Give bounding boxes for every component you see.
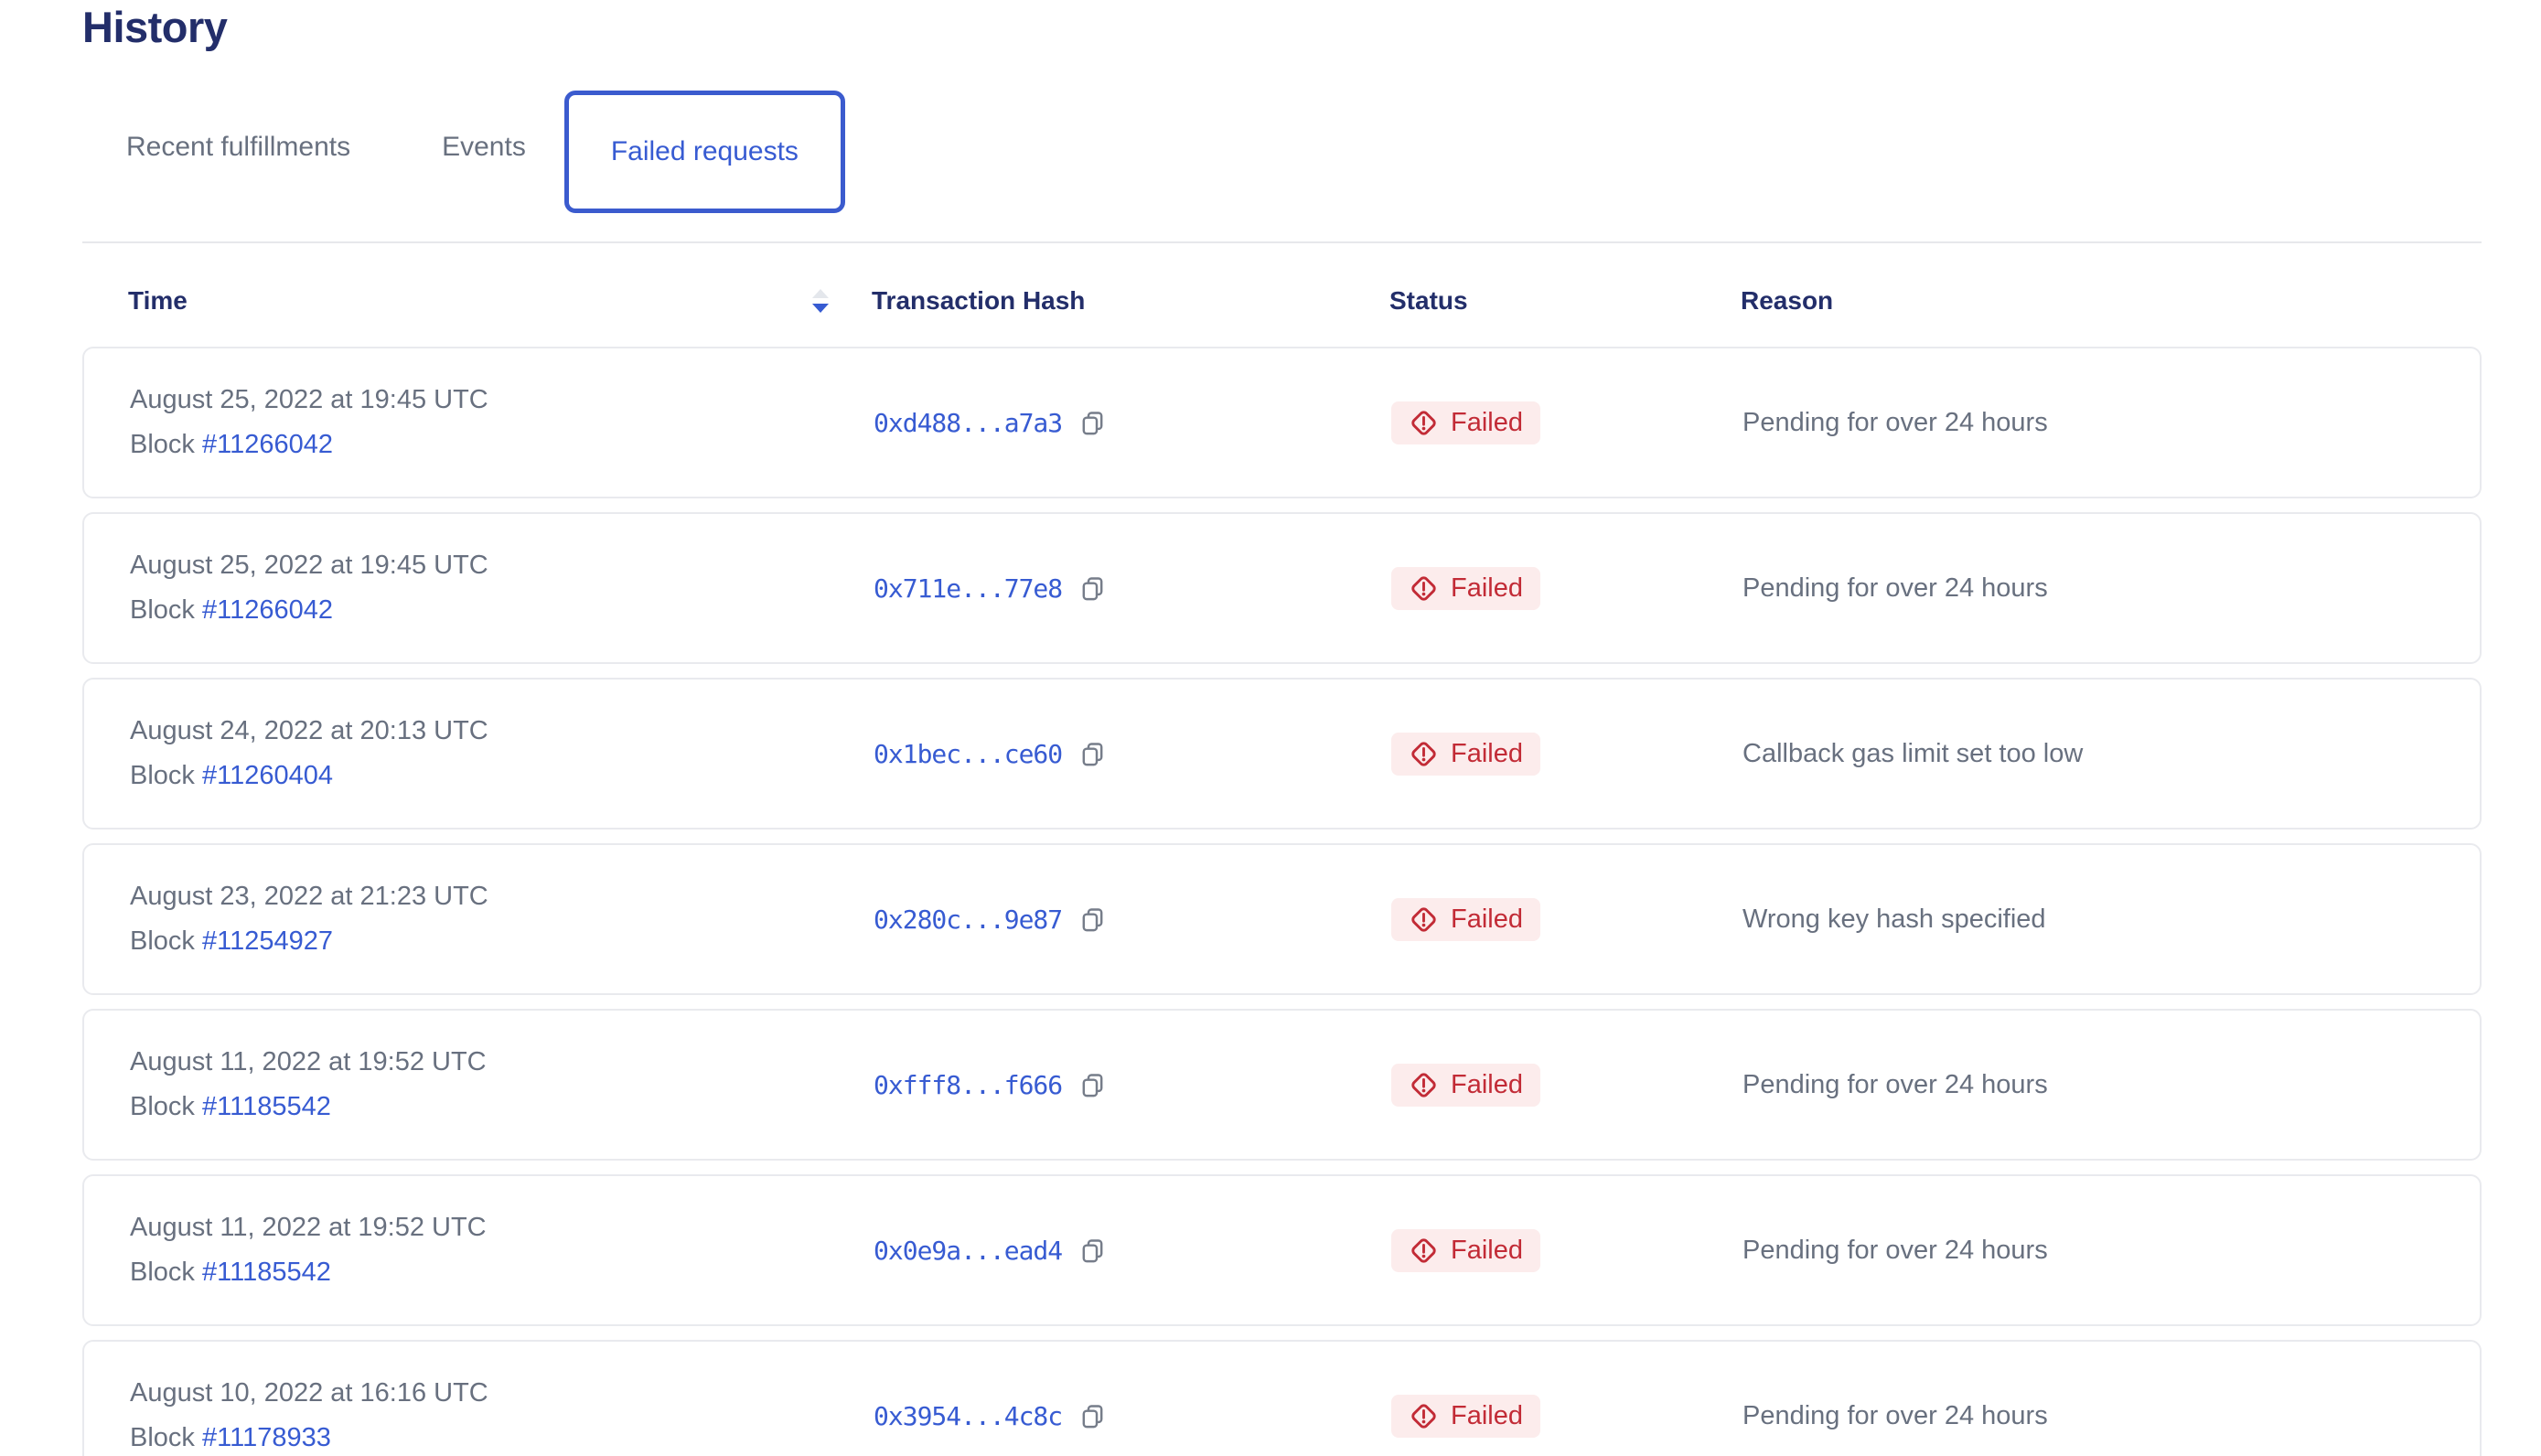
column-header-time[interactable]: Time: [128, 286, 188, 315]
block-label: Block: [130, 1258, 202, 1287]
block-number-link[interactable]: #11254927: [201, 926, 333, 956]
transaction-hash-link[interactable]: 0x711e...77e8: [874, 573, 1063, 604]
row-time: August 11, 2022 at 19:52 UTC: [130, 1213, 487, 1242]
row-time: August 23, 2022 at 21:23 UTC: [130, 882, 488, 911]
copy-icon[interactable]: [1078, 1071, 1107, 1099]
block-number-link[interactable]: #11185542: [201, 1258, 331, 1287]
status-label: Failed: [1451, 1235, 1523, 1265]
status-badge: Failed: [1391, 732, 1540, 776]
status-label: Failed: [1451, 407, 1523, 437]
status-label: Failed: [1451, 738, 1523, 768]
row-reason: Wrong key hash specified: [1742, 904, 2046, 934]
status-label: Failed: [1451, 904, 1523, 934]
block-label: Block: [130, 1423, 202, 1452]
column-header-reason: Reason: [1741, 286, 1834, 315]
table-row: August 24, 2022 at 20:13 UTC Block #1126…: [82, 678, 2482, 830]
table-row: August 11, 2022 at 19:52 UTC Block #1118…: [82, 1174, 2482, 1326]
transaction-hash-link[interactable]: 0x3954...4c8c: [874, 1400, 1063, 1431]
table-row: August 10, 2022 at 16:16 UTC Block #1117…: [82, 1340, 2482, 1456]
sort-descending-icon[interactable]: [810, 288, 831, 314]
copy-icon[interactable]: [1078, 905, 1107, 934]
alert-diamond-icon: [1409, 1070, 1439, 1100]
table-body: August 25, 2022 at 19:45 UTC Block #1126…: [82, 347, 2482, 1456]
row-time: August 24, 2022 at 20:13 UTC: [130, 716, 488, 745]
tab-events[interactable]: Events: [442, 132, 526, 162]
alert-diamond-icon: [1409, 1236, 1439, 1266]
table-row: August 25, 2022 at 19:45 UTC Block #1126…: [82, 347, 2482, 498]
block-label: Block: [130, 926, 202, 956]
transaction-hash-link[interactable]: 0x280c...9e87: [874, 904, 1063, 935]
transaction-hash-link[interactable]: 0x0e9a...ead4: [874, 1235, 1063, 1266]
table-header-row: Time Transaction Hash Status Reason: [82, 252, 2482, 347]
copy-icon[interactable]: [1078, 574, 1107, 603]
block-label: Block: [130, 1092, 202, 1121]
tabs-divider: [82, 241, 2482, 243]
copy-icon[interactable]: [1078, 1402, 1107, 1430]
table-row: August 11, 2022 at 19:52 UTC Block #1118…: [82, 1009, 2482, 1161]
alert-diamond-icon: [1409, 1401, 1439, 1431]
status-badge: Failed: [1391, 566, 1540, 610]
alert-diamond-icon: [1409, 739, 1439, 769]
block-label: Block: [130, 761, 202, 790]
row-time: August 10, 2022 at 16:16 UTC: [130, 1378, 488, 1408]
status-label: Failed: [1451, 1069, 1523, 1099]
status-badge: Failed: [1391, 401, 1540, 444]
tab-failed-requests[interactable]: Failed requests: [563, 91, 845, 213]
block-number-link[interactable]: #11185542: [201, 1092, 331, 1121]
history-section: History Recent fulfillments Events Faile…: [82, 0, 2482, 1456]
row-reason: Callback gas limit set too low: [1742, 738, 2084, 768]
row-reason: Pending for over 24 hours: [1742, 407, 2048, 437]
block-number-link[interactable]: #11178933: [201, 1423, 331, 1452]
status-label: Failed: [1451, 573, 1523, 603]
transaction-hash-link[interactable]: 0xfff8...f666: [874, 1069, 1063, 1100]
copy-icon[interactable]: [1078, 409, 1107, 437]
failed-requests-table: Time Transaction Hash Status Reason Augu…: [82, 252, 2482, 1456]
row-reason: Pending for over 24 hours: [1742, 1069, 2048, 1099]
column-header-status: Status: [1389, 286, 1468, 315]
status-badge: Failed: [1391, 1063, 1540, 1107]
alert-diamond-icon: [1409, 905, 1439, 935]
status-badge: Failed: [1391, 897, 1540, 941]
status-label: Failed: [1451, 1400, 1523, 1430]
tabs-bar: Recent fulfillments Events Failed reques…: [82, 52, 2482, 252]
status-badge: Failed: [1391, 1228, 1540, 1272]
row-time: August 25, 2022 at 19:45 UTC: [130, 385, 488, 414]
status-badge: Failed: [1391, 1394, 1540, 1438]
alert-diamond-icon: [1409, 408, 1439, 438]
block-number-link[interactable]: #11260404: [201, 761, 333, 790]
table-row: August 25, 2022 at 19:45 UTC Block #1126…: [82, 512, 2482, 664]
alert-diamond-icon: [1409, 573, 1439, 604]
transaction-hash-link[interactable]: 0xd488...a7a3: [874, 407, 1063, 438]
tab-recent-fulfillments[interactable]: Recent fulfillments: [126, 132, 351, 162]
block-label: Block: [130, 430, 202, 459]
row-reason: Pending for over 24 hours: [1742, 573, 2048, 603]
block-number-link[interactable]: #11266042: [201, 430, 333, 459]
row-time: August 11, 2022 at 19:52 UTC: [130, 1047, 487, 1076]
tab-failed-requests-label: Failed requests: [610, 136, 799, 166]
page-title: History: [82, 3, 228, 51]
copy-icon[interactable]: [1078, 740, 1107, 768]
column-header-transaction-hash: Transaction Hash: [872, 286, 1086, 315]
table-row: August 23, 2022 at 21:23 UTC Block #1125…: [82, 843, 2482, 995]
row-reason: Pending for over 24 hours: [1742, 1235, 2048, 1265]
block-label: Block: [130, 595, 202, 625]
row-reason: Pending for over 24 hours: [1742, 1400, 2048, 1430]
transaction-hash-link[interactable]: 0x1bec...ce60: [874, 738, 1063, 769]
row-time: August 25, 2022 at 19:45 UTC: [130, 551, 488, 580]
block-number-link[interactable]: #11266042: [201, 595, 333, 625]
copy-icon[interactable]: [1078, 1237, 1107, 1265]
